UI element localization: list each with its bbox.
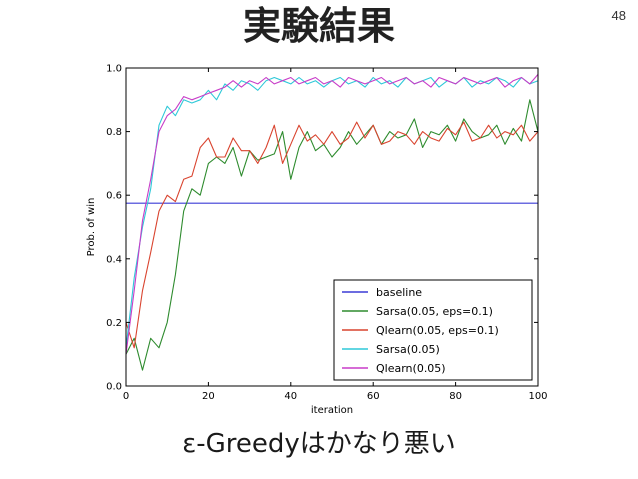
plot-area — [125, 74, 539, 371]
legend-label: Sarsa(0.05, eps=0.1) — [376, 305, 493, 318]
y-tick-label: 1.0 — [106, 64, 122, 75]
x-tick-label: 100 — [528, 391, 547, 402]
y-tick-label: 0.6 — [106, 191, 122, 202]
series-line-4 — [125, 74, 539, 355]
legend-label: Qlearn(0.05, eps=0.1) — [376, 324, 499, 337]
y-tick-label: 0.4 — [106, 254, 122, 265]
legend-label: Sarsa(0.05) — [376, 343, 440, 356]
page-number: 48 — [611, 8, 626, 23]
y-tick-label: 0.8 — [106, 127, 122, 138]
series-line-1 — [125, 99, 539, 371]
x-tick-label: 80 — [449, 391, 462, 402]
x-tick-label: 20 — [202, 391, 215, 402]
line-chart: 0 20 40 60 80 100 0.0 0.2 0.4 0.6 0.8 1.0 iteration P… — [86, 64, 548, 417]
x-axis-label: iteration — [311, 405, 353, 416]
legend-label: Qlearn(0.05) — [376, 362, 446, 375]
x-tick-label: 60 — [367, 391, 380, 402]
legend: baseline Sarsa(0.05, eps=0.1) Qlearn(0.05,… — [333, 279, 533, 381]
y-axis-label: Prob. of win — [86, 198, 97, 257]
slide-title: 実験結果 — [242, 4, 395, 48]
axes: 0 20 40 60 80 100 0.0 0.2 0.4 0.6 0.8 1.0 iteration P… — [86, 64, 548, 417]
x-tick-label: 40 — [284, 391, 297, 402]
chart-container: 0 20 40 60 80 100 0.0 0.2 0.4 0.6 0.8 1.0 iteration P… — [80, 56, 560, 418]
plot-frame — [125, 67, 539, 387]
y-tick-label: 0.2 — [106, 318, 122, 329]
legend-label: baseline — [376, 286, 422, 299]
y-tick-label: 0.0 — [106, 382, 122, 393]
x-tick-label: 0 — [123, 391, 129, 402]
series-line-2 — [125, 121, 539, 349]
slide-caption: ε-Greedyはかなり悪い — [182, 429, 456, 459]
